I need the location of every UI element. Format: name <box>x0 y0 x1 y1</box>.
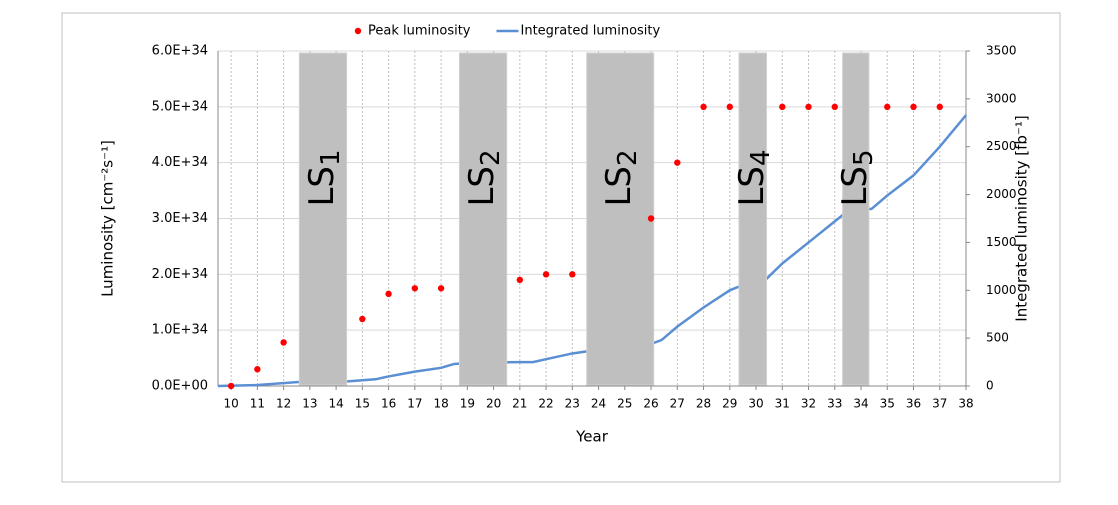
data-point <box>411 285 419 292</box>
x-tick-label: 30 <box>748 397 763 411</box>
shutdown-label: LS4 <box>731 149 775 206</box>
x-tick-label: 21 <box>512 397 527 411</box>
shutdown-label-sub: 4 <box>745 149 775 166</box>
data-point <box>542 271 550 278</box>
shutdown-label: LS2 <box>599 149 643 206</box>
data-point <box>884 103 891 111</box>
y2-tick-label: 1000 <box>986 283 1017 297</box>
y2-axis-title: Integrated luminosity [fb⁻¹] <box>1013 115 1031 321</box>
shutdown-label-text: LS <box>599 166 639 207</box>
shutdown-box <box>298 52 348 386</box>
legend-label: Peak luminosity <box>368 24 471 39</box>
data-point <box>359 315 366 323</box>
y-tick-label: 0.0E+00 <box>152 379 208 394</box>
x-tick-label: 28 <box>696 397 711 411</box>
x-tick-label: 15 <box>355 397 370 411</box>
legend-label: Integrated luminosity <box>521 24 661 39</box>
shutdown-label-sub: 5 <box>848 149 878 166</box>
data-point <box>779 103 786 111</box>
y-tick-label: 4.0E+34 <box>152 155 208 170</box>
x-tick-label: 38 <box>958 397 973 411</box>
x-tick-label: 13 <box>302 397 317 411</box>
y-tick-label: 2.0E+34 <box>152 267 208 282</box>
shutdown-label-text: LS <box>301 166 341 207</box>
y-tick-label: 3.0E+34 <box>152 211 208 226</box>
x-tick-label: 20 <box>486 397 501 411</box>
data-point <box>254 366 261 373</box>
x-tick-label: 17 <box>407 397 422 411</box>
y-axis-title: Luminosity [cm⁻²s⁻¹] <box>99 140 117 297</box>
x-tick-label: 18 <box>433 397 448 411</box>
x-tick-label: 14 <box>328 397 343 411</box>
shutdown-label-sub: 2 <box>476 149 506 166</box>
x-tick-label: 27 <box>670 397 685 411</box>
y2-tick-label: 3500 <box>986 44 1017 58</box>
y2-tick-label: 2500 <box>986 139 1017 153</box>
shutdown-label-sub: 2 <box>613 149 643 166</box>
y-tick-label: 5.0E+34 <box>152 99 208 114</box>
data-point <box>437 285 445 292</box>
shutdown-label-text: LS <box>731 166 771 207</box>
shutdown-label-text: LS <box>462 166 502 207</box>
shutdown-label: LS5 <box>834 149 878 206</box>
shutdown-label-sub: 1 <box>315 149 345 166</box>
x-tick-label: 19 <box>460 397 475 411</box>
data-point <box>805 103 812 111</box>
x-tick-label: 24 <box>591 397 606 411</box>
data-point <box>831 103 838 111</box>
x-tick-label: 11 <box>250 397 265 411</box>
y-tick-label: 1.0E+34 <box>152 323 208 338</box>
x-tick-label: 26 <box>643 397 658 411</box>
data-point <box>726 103 733 111</box>
x-tick-label: 32 <box>801 397 816 411</box>
data-point <box>910 103 917 111</box>
x-tick-label: 34 <box>853 397 868 411</box>
x-tick-label: 37 <box>932 397 947 411</box>
shutdown-label-text: LS <box>834 166 874 207</box>
chart-frame <box>61 12 1061 483</box>
x-tick-label: 33 <box>827 397 842 411</box>
shutdown-box <box>842 52 870 386</box>
x-tick-label: 35 <box>880 397 895 411</box>
data-point <box>936 103 943 111</box>
x-tick-label: 22 <box>538 397 553 411</box>
shutdown-label: LS1 <box>301 149 345 206</box>
y2-tick-label: 1500 <box>986 235 1017 249</box>
y2-tick-label: 2000 <box>986 187 1017 201</box>
x-tick-label: 25 <box>617 397 632 411</box>
y2-tick-label: 3000 <box>986 91 1017 105</box>
x-tick-label: 10 <box>223 397 238 411</box>
data-point <box>569 271 576 278</box>
legend-marker <box>354 27 362 35</box>
y2-tick-label: 500 <box>986 331 1009 345</box>
data-point <box>385 290 392 298</box>
shutdown-box <box>738 52 768 386</box>
data-point <box>227 382 235 390</box>
data-point <box>647 215 655 222</box>
data-point <box>516 276 524 284</box>
x-tick-label: 29 <box>722 397 737 411</box>
data-point <box>280 339 287 346</box>
x-tick-label: 31 <box>775 397 790 411</box>
shutdown-label: LS2 <box>462 149 506 206</box>
y2-tick-label: 0 <box>986 379 994 393</box>
data-point <box>700 103 707 111</box>
y-tick-label: 6.0E+34 <box>152 44 208 59</box>
x-tick-label: 23 <box>565 397 580 411</box>
shutdown-box <box>586 52 655 386</box>
x-axis-title: Year <box>575 428 609 446</box>
data-point <box>674 159 681 166</box>
x-tick-label: 12 <box>276 397 291 411</box>
x-tick-label: 16 <box>381 397 396 411</box>
shutdown-box <box>458 52 508 386</box>
x-tick-label: 36 <box>906 397 921 411</box>
